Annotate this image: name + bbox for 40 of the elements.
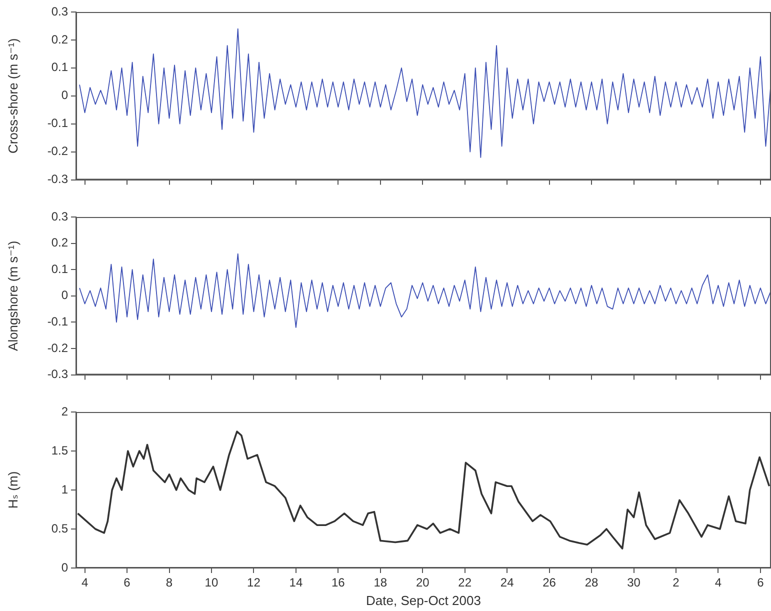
x-tick-label: 2: [672, 576, 680, 590]
y-tick-label: -0.1: [47, 314, 68, 329]
y-tick-label: 0.3: [51, 209, 68, 224]
y-tick-label: 2: [61, 404, 68, 418]
y-tick-label: 1: [61, 482, 68, 496]
y-tick-label: 0: [61, 288, 68, 302]
x-tick-label: 22: [458, 576, 472, 590]
y-tick-label: -0.3: [47, 172, 68, 186]
y-axis-title: Alongshore (m s⁻¹): [5, 240, 20, 351]
y-tick-label: 0.5: [51, 521, 68, 536]
x-tick-label: 10: [204, 576, 218, 590]
x-tick-label: 18: [374, 576, 388, 590]
x-tick-label: 4: [714, 576, 722, 590]
x-tick-label: 6: [757, 576, 764, 590]
x-tick-label: 8: [166, 576, 173, 590]
y-tick-label: 0.1: [51, 262, 68, 276]
y-tick-label: 0: [61, 88, 68, 102]
y-tick-label: 0.2: [51, 236, 68, 250]
y-tick-label: 0.3: [51, 4, 68, 18]
x-tick-label: 26: [542, 576, 556, 590]
y-axis-title: Cross-shore (m s⁻¹): [5, 38, 20, 154]
x-tick-label: 24: [500, 576, 514, 590]
x-tick-label: 14: [289, 576, 303, 590]
y-axis-title: Hₛ (m): [5, 471, 20, 509]
x-tick-label: 4: [81, 576, 88, 590]
y-tick-label: -0.3: [47, 367, 68, 382]
x-tick-label: 16: [331, 576, 346, 590]
y-tick-label: -0.2: [47, 340, 68, 355]
x-tick-label: 20: [416, 576, 430, 590]
x-tick-label: 30: [627, 576, 641, 590]
x-tick-label: 12: [247, 576, 261, 590]
y-tick-label: -0.1: [47, 116, 68, 130]
x-tick-label: 28: [584, 576, 599, 590]
y-tick-label: 1.5: [51, 443, 68, 458]
y-tick-label: 0: [61, 560, 68, 574]
x-tick-label: 6: [124, 576, 131, 590]
x-axis-title: Date, Sep-Oct 2003: [366, 592, 481, 608]
y-tick-label: 0.2: [51, 32, 68, 46]
y-tick-label: 0.1: [51, 60, 68, 74]
y-tick-label: -0.2: [47, 144, 68, 158]
